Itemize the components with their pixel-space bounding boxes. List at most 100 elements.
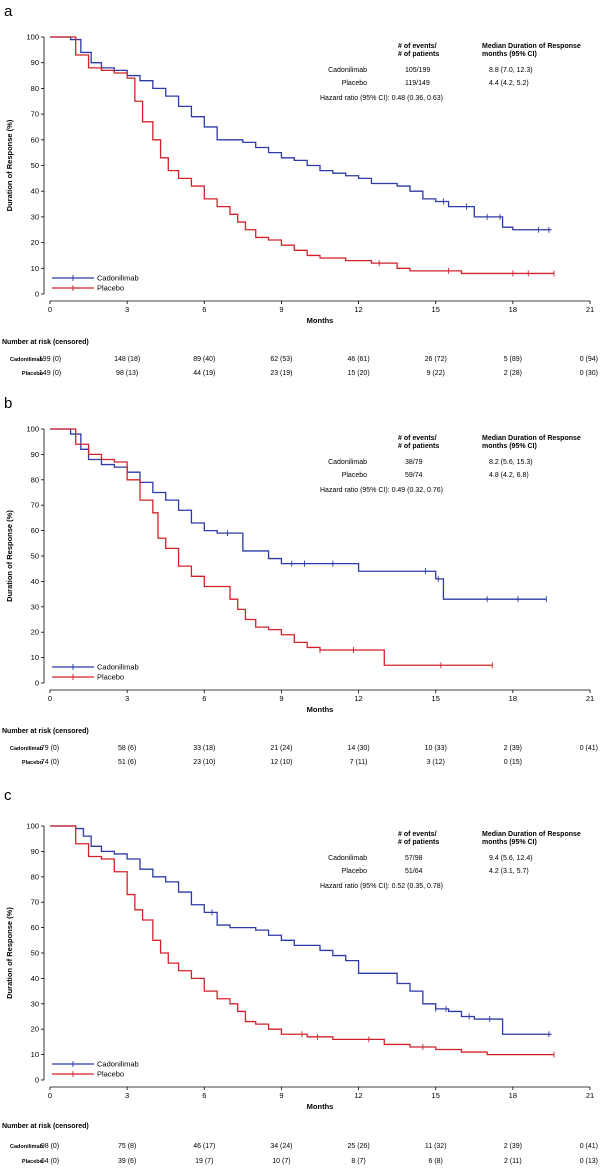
panel-letter: b — [4, 395, 12, 412]
risk-value: 149 (0) — [39, 370, 61, 377]
risk-value: 74 (0) — [41, 759, 59, 766]
info-row-events: 38/79 — [405, 459, 423, 466]
hazard-ratio: Hazard ratio (95% CI): 0.52 (0.35, 0.78) — [320, 883, 443, 890]
risk-value: 23 (19) — [270, 370, 292, 377]
y-tick-label: 80 — [31, 84, 39, 93]
y-tick-label: 50 — [31, 949, 39, 958]
y-tick-label: 60 — [31, 923, 39, 932]
x-tick-label: 21 — [586, 305, 594, 314]
risk-value: 34 (24) — [270, 1143, 292, 1150]
x-tick-label: 12 — [354, 305, 362, 314]
risk-value: 6 (8) — [429, 1158, 443, 1165]
info-col1-head-1: # of events/ — [398, 43, 437, 50]
risk-value: 0 (13) — [580, 1158, 598, 1165]
y-tick-label: 90 — [31, 58, 39, 67]
y-tick-label: 60 — [31, 526, 39, 535]
risk-value: 23 (10) — [193, 759, 215, 766]
risk-value: 10 (33) — [425, 745, 447, 752]
risk-value: 2 (39) — [504, 1143, 522, 1150]
risk-value: 19 (7) — [195, 1158, 213, 1165]
risk-value: 26 (72) — [425, 356, 447, 363]
risk-value: 75 (8) — [118, 1143, 136, 1150]
x-tick-label: 18 — [509, 305, 517, 314]
info-row-label: Placebo — [342, 472, 367, 479]
risk-value: 7 (11) — [350, 759, 368, 766]
x-axis-title: Months — [307, 1102, 334, 1111]
risk-value: 0 (15) — [504, 759, 522, 766]
risk-value: 0 (41) — [580, 745, 598, 752]
risk-row-label: Cadonilimab — [10, 1144, 44, 1150]
info-col1-head-1: # of events/ — [398, 435, 437, 442]
x-tick-label: 3 — [125, 694, 129, 703]
x-tick-label: 0 — [48, 305, 52, 314]
risk-table-title: Number at risk (censored) — [2, 728, 89, 735]
risk-value: 12 (10) — [270, 759, 292, 766]
risk-value: 2 (11) — [504, 1158, 522, 1165]
x-axis-title: Months — [307, 705, 334, 714]
risk-value: 44 (19) — [193, 370, 215, 377]
risk-table-title: Number at risk (censored) — [2, 339, 89, 346]
info-col1-head-2: # of patients — [398, 51, 439, 58]
info-row-events: 119/149 — [405, 80, 430, 87]
info-row-label: Cadonilimab — [328, 855, 367, 862]
x-tick-label: 12 — [354, 694, 362, 703]
legend-label: Placebo — [97, 673, 124, 682]
risk-value: 0 (30) — [580, 370, 598, 377]
risk-value: 3 (12) — [427, 759, 445, 766]
info-col1-head-1: # of events/ — [398, 831, 437, 838]
risk-row-label: Cadonilimab — [10, 746, 44, 752]
y-tick-label: 40 — [31, 577, 39, 586]
panel-letter: a — [4, 3, 13, 20]
risk-value: 46 (61) — [347, 356, 369, 363]
info-row-label: Cadonilimab — [328, 459, 367, 466]
y-tick-label: 80 — [31, 475, 39, 484]
info-col2-head-2: months (95% CI) — [482, 51, 537, 58]
x-tick-label: 12 — [354, 1091, 362, 1100]
km-curve-cadonilimab — [50, 428, 547, 600]
risk-value: 64 (0) — [41, 1158, 59, 1165]
risk-value: 2 (39) — [504, 745, 522, 752]
x-tick-label: 15 — [432, 305, 440, 314]
x-tick-label: 0 — [48, 1091, 52, 1100]
risk-value: 62 (53) — [270, 356, 292, 363]
risk-value: 148 (18) — [114, 356, 140, 363]
x-tick-label: 15 — [432, 1091, 440, 1100]
risk-value: 98 (13) — [116, 370, 138, 377]
y-tick-label: 0 — [35, 1076, 39, 1085]
info-row-median: 8.8 (7.0, 12.3) — [489, 67, 533, 74]
km-curve-placebo — [50, 36, 554, 275]
x-tick-label: 18 — [509, 1091, 517, 1100]
info-col2-head-2: months (95% CI) — [482, 443, 537, 450]
risk-value: 10 (7) — [272, 1158, 290, 1165]
y-axis-title: Duration of Response (%) — [5, 119, 14, 211]
risk-value: 51 (6) — [118, 759, 136, 766]
info-row-label: Placebo — [342, 868, 367, 875]
risk-value: 11 (32) — [425, 1143, 447, 1150]
risk-value: 199 (0) — [39, 356, 61, 363]
legend-label: Placebo — [97, 1070, 124, 1079]
km-curve-placebo — [50, 428, 493, 666]
info-row-events: 57/98 — [405, 855, 423, 862]
y-tick-label: 70 — [31, 110, 39, 119]
x-tick-label: 3 — [125, 305, 129, 314]
x-axis-title: Months — [307, 316, 334, 325]
info-col2-head-1: Median Duration of Response — [482, 43, 581, 50]
x-tick-label: 6 — [202, 1091, 206, 1100]
risk-value: 8 (7) — [351, 1158, 365, 1165]
y-tick-label: 90 — [31, 847, 39, 856]
info-row-median: 9.4 (5.6, 12.4) — [489, 855, 533, 862]
info-col2-head-1: Median Duration of Response — [482, 435, 581, 442]
x-tick-label: 15 — [432, 694, 440, 703]
risk-value: 15 (20) — [347, 370, 369, 377]
info-row-median: 4.4 (4.2, 5.2) — [489, 80, 529, 87]
y-tick-label: 20 — [31, 1025, 39, 1034]
x-tick-label: 6 — [202, 694, 206, 703]
risk-value: 33 (18) — [193, 745, 215, 752]
info-row-events: 105/199 — [405, 67, 430, 74]
y-tick-label: 30 — [31, 212, 39, 221]
info-row-events: 59/74 — [405, 472, 423, 479]
risk-table-title: Number at risk (censored) — [2, 1123, 89, 1130]
y-tick-label: 50 — [31, 552, 39, 561]
y-tick-label: 0 — [35, 679, 39, 688]
